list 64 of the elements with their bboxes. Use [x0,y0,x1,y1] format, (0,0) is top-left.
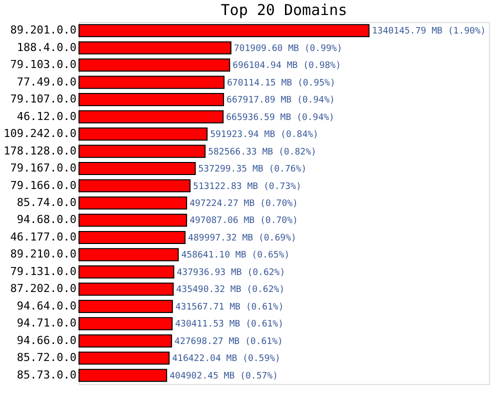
y-tick-label: 178.128.0.0 [4,144,76,158]
data-label: 513122.83 MB (0.73%) [193,182,302,192]
chart-title: Top 20 Domains [220,1,348,19]
bar [78,352,170,365]
y-tick-label: 79.166.0.0 [10,178,76,192]
data-label: 537299.35 MB (0.76%) [198,164,307,175]
data-label: 497224.27 MB (0.70%) [190,199,298,209]
bar [78,282,174,296]
bar [78,300,173,313]
bar [78,110,224,124]
y-tick-label: 46.177.0.0 [10,230,76,244]
data-label: 430411.53 MB (0.61%) [175,320,284,330]
bar [78,76,225,89]
bar [78,214,188,227]
bar [78,162,196,176]
data-label: 458641.10 MB (0.65%) [181,250,290,261]
data-label: 696104.94 MB (0.98%) [232,61,342,72]
y-tick-label: 85.72.0.0 [16,351,76,364]
bar [78,368,168,382]
bar [78,93,224,106]
data-label: 591923.94 MB (0.84%) [210,130,318,140]
y-tick-label: 77.49.0.0 [16,75,76,88]
y-tick-label: 94.66.0.0 [16,334,76,347]
data-label: 435490.32 MB (0.62%) [176,285,285,296]
bar [78,24,370,38]
bar [78,128,208,141]
bar [78,317,173,330]
bar [78,196,188,210]
y-tick-label: 188.4.0.0 [16,40,76,54]
data-label: 416422.04 MB (0.59%) [172,354,280,364]
y-tick-label: 109.242.0.0 [4,127,76,140]
data-label: 404902.45 MB (0.57%) [170,371,278,382]
data-label: 667917.89 MB (0.94%) [226,96,335,106]
bar [78,144,206,158]
bar [78,265,174,278]
y-tick-label: 94.68.0.0 [16,213,76,226]
bar [78,334,172,348]
data-label: 670114.15 MB (0.95%) [227,78,336,88]
bar [78,41,232,54]
y-tick-label: 87.202.0.0 [10,282,76,296]
y-tick-label: 79.107.0.0 [10,92,76,106]
y-tick-label: 46.12.0.0 [16,110,76,123]
bar [78,58,230,72]
bar [78,230,186,244]
y-tick-label: 94.71.0.0 [16,316,76,330]
y-tick-label: 85.73.0.0 [16,368,76,382]
data-label: 665936.59 MB (0.94%) [226,112,334,123]
data-label: 497087.06 MB (0.70%) [190,216,298,226]
bar [78,248,179,262]
y-tick-label: 94.64.0.0 [16,299,76,312]
y-tick-label: 79.167.0.0 [10,162,76,175]
data-label: 1340145.79 MB (1.90%) [372,26,486,37]
data-label: 437936.93 MB (0.62%) [176,268,286,278]
y-tick-label: 79.131.0.0 [10,264,76,278]
y-tick-label: 89.201.0.0 [10,24,76,37]
data-label: 427698.27 MB (0.61%) [174,336,283,347]
y-tick-label: 89.210.0.0 [10,248,76,261]
y-tick-label: 79.103.0.0 [10,58,76,72]
bar [78,179,191,192]
data-label: 431567.71 MB (0.61%) [175,302,284,312]
data-label: 701909.60 MB (0.99%) [234,44,342,54]
y-tick-label: 85.74.0.0 [16,196,76,209]
data-label: 489997.32 MB (0.69%) [188,233,296,244]
data-label: 582566.33 MB (0.82%) [208,147,316,158]
